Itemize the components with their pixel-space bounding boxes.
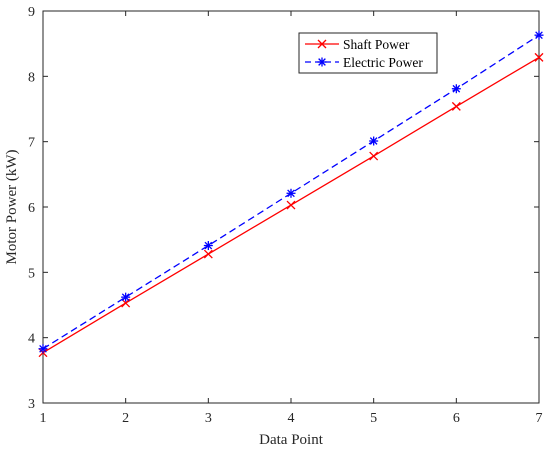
data-point: [38, 344, 48, 354]
x-tick-label: 2: [122, 411, 129, 426]
data-point: [203, 241, 213, 251]
data-point: [121, 292, 131, 302]
data-point: [451, 101, 461, 111]
legend: Shaft Power Electric Power: [298, 32, 438, 74]
series-electric-power: [38, 30, 544, 354]
data-point: [369, 136, 379, 146]
y-tick-label: 8: [28, 70, 35, 85]
y-tick-label: 6: [28, 201, 35, 216]
legend-items: Shaft Power Electric Power: [305, 37, 423, 70]
x-tick-label: 1: [40, 411, 47, 426]
data-point: [534, 52, 544, 62]
data-point: [286, 200, 296, 210]
x-axis-title: Data Point: [259, 432, 324, 448]
series-layer: [38, 30, 544, 358]
data-point: [369, 151, 379, 161]
legend-item: Electric Power: [305, 55, 423, 70]
x-tick-label: 5: [370, 411, 377, 426]
y-tick-label: 7: [28, 136, 35, 151]
x-tick-label: 4: [288, 411, 295, 426]
y-tick-label: 9: [28, 5, 35, 20]
plot-border: [42, 10, 540, 404]
data-point: [286, 188, 296, 198]
y-tick-label: 4: [28, 332, 35, 347]
data-point: [203, 249, 213, 259]
x-tick-label: 6: [453, 411, 460, 426]
x-tick-label: 7: [536, 411, 543, 426]
legend-label: Shaft Power: [343, 37, 410, 52]
data-point: [534, 30, 544, 40]
x-axis: 1 2 3 4 5 6 7: [40, 11, 543, 426]
legend-marker: [317, 57, 327, 67]
legend-marker: [317, 39, 327, 49]
y-axis: 3 4 5 6 7 8 9: [28, 5, 539, 412]
legend-item: Shaft Power: [305, 37, 410, 52]
legend-label: Electric Power: [343, 55, 423, 70]
y-tick-label: 3: [28, 397, 35, 412]
y-axis-title: Motor Power (kW): [4, 150, 20, 265]
plot-frame: [42, 10, 540, 404]
y-tick-label: 5: [28, 266, 35, 281]
x-tick-label: 3: [205, 411, 212, 426]
series-shaft-power: [38, 52, 544, 358]
data-point: [451, 84, 461, 94]
